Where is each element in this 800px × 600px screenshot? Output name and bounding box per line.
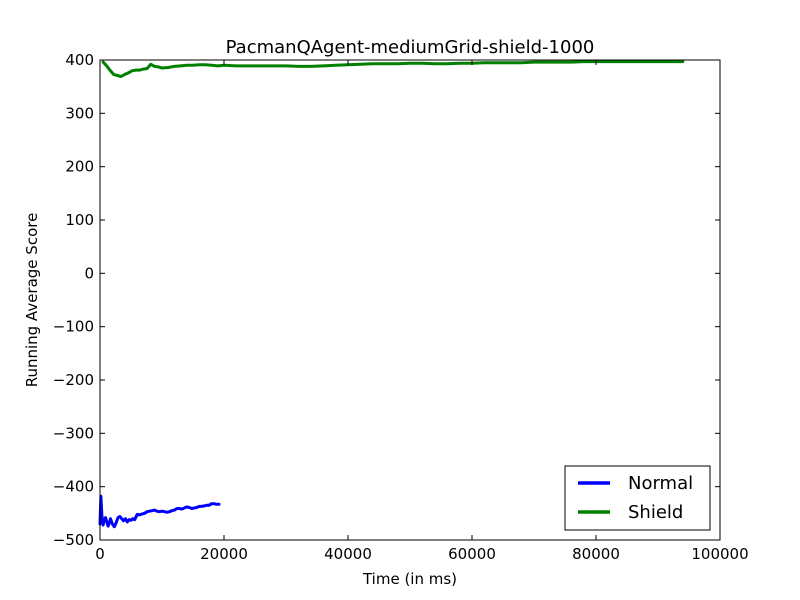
y-tick-label: 200 xyxy=(65,158,94,176)
y-tick-label: 0 xyxy=(84,264,94,282)
chart-title: PacmanQAgent-mediumGrid-shield-1000 xyxy=(226,37,595,58)
x-tick-label: 40000 xyxy=(324,545,372,563)
y-axis-ticks: −500 −400 −300 −200 −100 0 100 200 300 400 xyxy=(53,51,720,549)
x-axis-title: Time (in ms) xyxy=(362,570,457,588)
x-tick-label: 20000 xyxy=(200,545,248,563)
x-axis-ticks: 0 20000 40000 60000 80000 100000 xyxy=(95,60,749,563)
y-tick-label: 300 xyxy=(65,104,94,122)
x-tick-label: 80000 xyxy=(572,545,620,563)
y-tick-label: 100 xyxy=(65,211,94,229)
y-tick-label: −400 xyxy=(53,478,94,496)
plot-lines xyxy=(98,60,685,529)
legend-frame xyxy=(564,465,711,531)
plot-area-frame xyxy=(99,59,721,541)
series-line-normal xyxy=(98,494,221,529)
series-line-shield xyxy=(101,60,685,78)
legend-label-normal: Normal xyxy=(628,473,693,494)
y-tick-label: −100 xyxy=(53,318,94,336)
y-tick-label: −500 xyxy=(53,531,94,549)
legend-label-shield: Shield xyxy=(628,502,683,523)
y-tick-label: 400 xyxy=(65,51,94,69)
x-tick-label: 60000 xyxy=(448,545,496,563)
legend: Normal Shield xyxy=(564,465,711,531)
y-axis-title: Running Average Score xyxy=(23,213,41,388)
x-tick-label: 100000 xyxy=(691,545,748,563)
y-tick-label: −200 xyxy=(53,371,94,389)
x-tick-label: 0 xyxy=(95,545,105,563)
y-tick-label: −300 xyxy=(53,424,94,442)
